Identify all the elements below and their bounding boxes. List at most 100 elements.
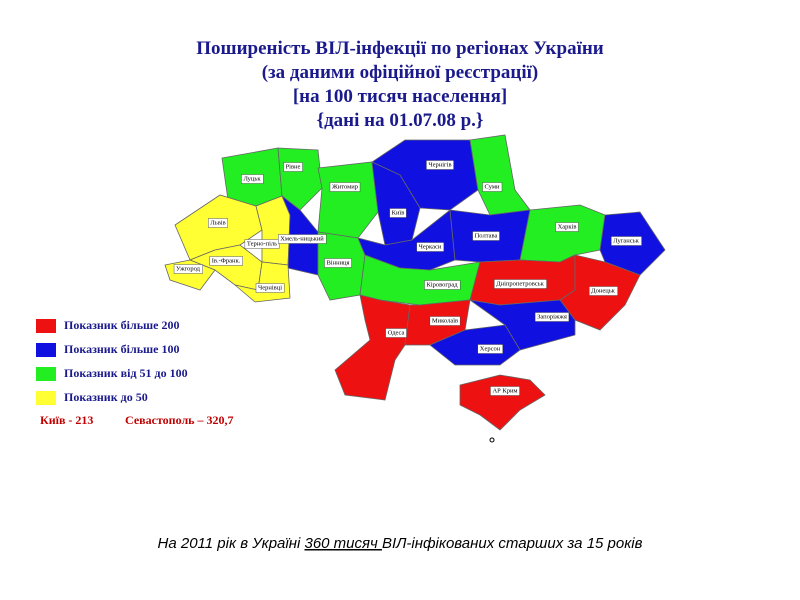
region-label-group: Донецьк xyxy=(588,286,618,296)
region-label: Ів.-Франк. xyxy=(212,258,241,265)
region-label-group: Вінниця xyxy=(324,258,352,268)
region-label-box xyxy=(255,283,285,293)
region-label-group: АР Крим xyxy=(490,386,520,396)
region-label-box xyxy=(555,222,579,232)
region-label-group: Одеса xyxy=(385,328,407,338)
region-label-box xyxy=(490,386,520,396)
region-label-box xyxy=(482,182,503,192)
region-label-group: Херсон xyxy=(477,344,503,354)
region xyxy=(317,161,379,239)
region-label-group: Дніпропетровськ xyxy=(494,279,547,289)
region-label-box xyxy=(329,182,361,192)
region-label-group: Харків xyxy=(555,222,579,232)
region-label-box xyxy=(588,286,618,296)
region-label-box xyxy=(209,256,243,266)
title-line: Поширеність ВІЛ-інфекції по регіонах Укр… xyxy=(196,38,604,59)
region-label: Житомир xyxy=(332,184,358,191)
region-label-group: Львів xyxy=(208,218,228,228)
region-label: Миколаїв xyxy=(432,318,458,325)
region-label: Луцьк xyxy=(243,176,261,183)
region-label-group: Кіровоград xyxy=(424,280,461,290)
region-label: Рівне xyxy=(286,164,301,171)
region-label-group: Черкаси xyxy=(416,242,445,252)
region-label: АР Крим xyxy=(492,388,517,395)
legend-label: Показник більше 100 xyxy=(64,342,180,356)
region-label-box xyxy=(208,218,228,228)
region-label-box xyxy=(424,280,461,290)
region-label: Терно-піль xyxy=(247,241,277,248)
region-label: Черкаси xyxy=(419,244,442,251)
region-label-group: Суми xyxy=(482,182,503,192)
region-label: Київ xyxy=(392,210,405,217)
region xyxy=(519,204,606,263)
region-label: Хмель-ницький xyxy=(280,236,324,243)
region-label-box xyxy=(611,236,642,246)
legend-label: Показник до 50 xyxy=(64,390,148,404)
region-label-box xyxy=(385,328,407,338)
title-line: {дані на 01.07.08 р.} xyxy=(317,110,484,131)
region-label-box xyxy=(416,242,445,252)
region-label-box xyxy=(278,234,327,244)
region-label: Донецьк xyxy=(591,288,615,295)
region-label: Чернівці xyxy=(258,285,282,292)
sevastopol-marker xyxy=(489,437,495,443)
footer-highlight: 360 тисяч xyxy=(304,535,381,552)
region-label-group: Житомир xyxy=(329,182,361,192)
region-label-box xyxy=(477,344,503,354)
region-label: Суми xyxy=(485,184,500,191)
footer-text: ВІЛ-інфікованих старших за 15 років xyxy=(382,535,643,552)
region-label: Харків xyxy=(558,224,577,231)
region-label-group: Луганськ xyxy=(611,236,642,246)
region-label-group: Терно-піль xyxy=(244,239,280,249)
region-label: Полтава xyxy=(475,233,498,240)
legend-swatch xyxy=(36,391,56,405)
region-label-box xyxy=(472,231,500,241)
region-label-box xyxy=(244,239,280,249)
region-label-group: Ів.-Франк. xyxy=(209,256,243,266)
region-label-group: Хмель-ницький xyxy=(278,234,327,244)
region-label-box xyxy=(283,162,303,172)
region xyxy=(469,134,531,216)
note: Київ - 213 xyxy=(40,413,93,427)
region-label-group: Київ xyxy=(389,208,407,218)
legend-swatch xyxy=(36,367,56,381)
region-label-group: Полтава xyxy=(472,231,500,241)
title-line: (за даними офіційної реєстрації) xyxy=(262,62,539,83)
region-label-box xyxy=(173,264,203,274)
region-label: Вінниця xyxy=(326,260,349,267)
region-label-group: Луцьк xyxy=(241,174,264,184)
region-label: Львів xyxy=(210,220,225,227)
region-label-box xyxy=(429,316,461,326)
region-label-group: Запоріжжя xyxy=(534,312,570,322)
legend-label: Показник від 51 до 100 xyxy=(64,366,188,380)
region-label: Ужгород xyxy=(176,266,201,273)
region-label-box xyxy=(534,312,570,322)
note: Севастополь – 320,7 xyxy=(125,413,234,427)
region-label-box xyxy=(426,160,454,170)
footer: На 2011 рік в Україні 360 тисяч ВІЛ-інфі… xyxy=(158,535,643,552)
legend-swatch xyxy=(36,343,56,357)
region-label-group: Чернівці xyxy=(255,283,285,293)
region-label-group: Чернігів xyxy=(426,160,454,170)
legend-swatch xyxy=(36,319,56,333)
region-label: Чернігів xyxy=(428,162,451,169)
legend-label: Показник більше 200 xyxy=(64,318,180,332)
region-label: Луганськ xyxy=(613,238,639,245)
region-label-box xyxy=(494,279,547,289)
title-line: [на 100 тисяч населення] xyxy=(293,86,507,107)
region-label-group: Миколаїв xyxy=(429,316,461,326)
region-label: Херсон xyxy=(480,346,501,353)
region xyxy=(459,374,546,431)
region-label: Кіровоград xyxy=(426,282,458,289)
region-label-box xyxy=(389,208,407,218)
region xyxy=(334,294,411,401)
region-label-group: Рівне xyxy=(283,162,303,172)
region-label-group: Ужгород xyxy=(173,264,203,274)
region xyxy=(429,324,521,366)
region-label: Одеса xyxy=(388,330,405,337)
region-label: Дніпропетровськ xyxy=(496,281,544,288)
region-label-box xyxy=(241,174,264,184)
footer-text: На 2011 рік в Україні xyxy=(158,535,305,552)
